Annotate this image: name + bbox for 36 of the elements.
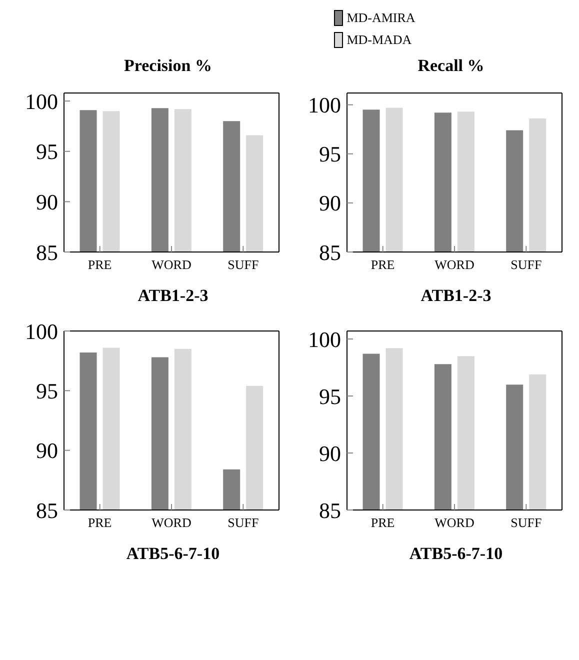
y-tick-label: 85 [319,498,341,523]
y-tick-label: 90 [36,189,58,214]
x-tick-label: WORD [152,257,192,272]
y-tick-label: 95 [319,384,341,409]
chart-title: Precision % [123,56,212,77]
x-tick-label: WORD [434,257,474,272]
x-tick-label: WORD [434,515,474,530]
x-tick-label: SUFF [510,257,542,272]
y-tick-label: 95 [36,378,58,404]
chart-title: Recall % [416,56,484,77]
y-tick-label: 100 [25,88,58,114]
y-tick-label: 85 [36,240,58,265]
x-axis-title: ATB5-6-7-10 [408,544,503,564]
y-tick-label: 85 [319,240,341,265]
x-tick-label: SUFF [510,515,542,530]
x-axis-title: ATB5-6-7-10 [125,544,220,564]
x-tick-label: PRE [88,515,112,530]
x-tick-label: SUFF [228,257,259,272]
legend-label: MD-AMIRA [346,10,416,26]
x-tick-label: SUFF [228,515,259,530]
legend-label: MD-MADA [346,32,412,48]
x-axis-title: ATB1-2-3 [136,286,208,306]
x-tick-label: PRE [370,257,395,272]
x-tick-label: PRE [88,257,112,272]
y-tick-label: 100 [308,326,341,352]
y-tick-label: 90 [36,438,58,464]
y-tick-label: 85 [36,498,58,523]
y-tick-label: 100 [25,318,58,344]
y-tick-label: 100 [308,92,341,118]
x-tick-label: WORD [152,515,192,530]
y-tick-label: 95 [36,139,58,164]
y-tick-label: 90 [319,190,341,216]
y-tick-label: 90 [319,440,341,466]
x-axis-title: ATB1-2-3 [420,286,492,306]
x-tick-label: PRE [370,515,395,530]
y-tick-label: 95 [319,142,341,167]
